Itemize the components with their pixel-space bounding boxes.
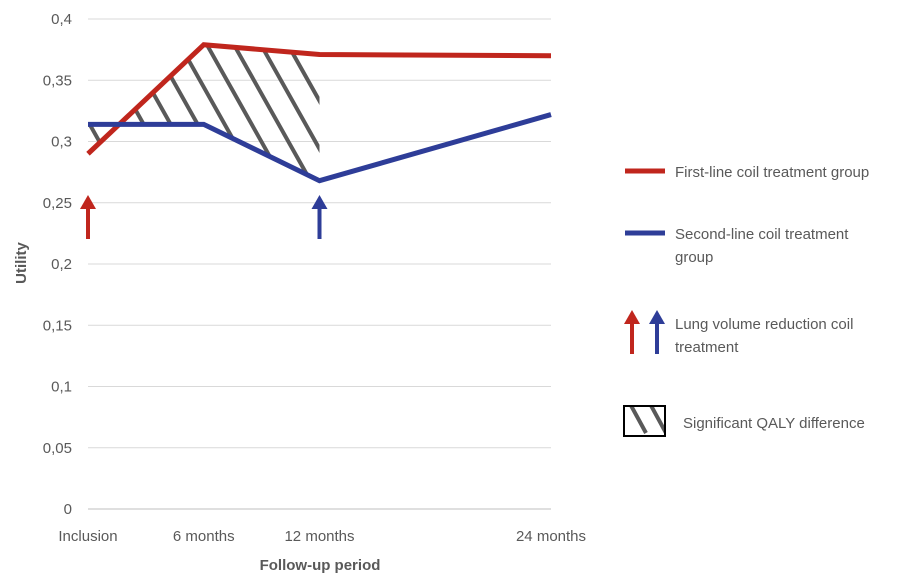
hatch-stripe — [299, 44, 320, 181]
legend-label-first-line: First-line coil treatment group — [675, 164, 869, 181]
hatch-stripe — [895, 20, 919, 180]
legend-label-second-line-part1: Second-line coil treatment — [675, 226, 849, 243]
y-tick-label: 0,1 — [51, 379, 72, 396]
x-tick-label: 12 months — [284, 528, 354, 545]
legend-arrow-icons — [624, 310, 665, 354]
hatch-stripe — [733, 20, 823, 180]
significant-difference-hatch — [0, 20, 919, 181]
hatch-stripe — [409, 20, 499, 180]
legend: First-line coil treatment group Second-l… — [623, 164, 869, 437]
hatch-stripe — [88, 44, 123, 181]
hatch-stripe — [706, 20, 796, 180]
series-line-first-line — [86, 42, 552, 156]
hatch-stripe — [245, 44, 320, 181]
x-axis-title: Follow-up period — [260, 557, 381, 574]
hatch-stripe — [88, 44, 177, 181]
y-tick-label: 0,3 — [51, 134, 72, 151]
y-tick-label: 0,35 — [43, 72, 72, 89]
y-tick-label: 0,15 — [43, 317, 72, 334]
y-tick-label: 0,05 — [43, 440, 72, 457]
hatch-stripe — [0, 20, 40, 180]
x-tick-label: 6 months — [173, 528, 235, 545]
hatch-stripe — [436, 20, 526, 180]
hatch-stripe — [598, 20, 688, 180]
legend-label-second-line: Second-line coil treatment group — [675, 226, 853, 266]
legend-label-significance: Significant QALY difference — [683, 415, 865, 432]
hatch-stripe — [814, 20, 904, 180]
y-axis-ticks: 0 0,05 0,1 0,15 0,2 0,25 0,3 0,35 0,4 — [43, 11, 72, 518]
legend-label-second-line-part2: group — [675, 249, 713, 266]
hatch-stripe — [463, 20, 553, 180]
hatch-stripe — [272, 44, 320, 181]
treatment-arrow — [80, 195, 96, 239]
hatch-stripe — [0, 20, 67, 180]
x-axis-ticks: Inclusion 6 months 12 months 24 months — [58, 528, 586, 545]
hatch-stripe — [382, 20, 472, 180]
hatch-stripe — [544, 20, 634, 180]
hatch-stripe — [787, 20, 877, 180]
y-tick-label: 0,2 — [51, 256, 72, 273]
y-axis-title: Utility — [13, 242, 30, 284]
legend-arrow-blue-icon — [649, 310, 665, 354]
gridlines — [88, 18, 551, 510]
treatment-arrow — [311, 195, 328, 239]
hatch-stripe — [490, 20, 580, 180]
hatch-stripe — [88, 44, 150, 181]
x-tick-label: 24 months — [516, 528, 586, 545]
legend-hatch-icon — [623, 405, 666, 437]
legend-label-treatment: Lung volume reduction coil treatment — [675, 316, 858, 356]
hatch-stripe — [625, 20, 715, 180]
hatch-stripe — [88, 44, 96, 181]
hatch-stripe — [652, 20, 742, 180]
hatch-stripe — [110, 44, 204, 181]
legend-label-treatment-part2: treatment — [675, 339, 739, 356]
hatch-stripe — [571, 20, 661, 180]
hatch-stripe — [517, 20, 607, 180]
hatch-stripe — [0, 20, 13, 180]
y-tick-label: 0 — [64, 501, 72, 518]
hatch-stripe — [679, 20, 769, 180]
legend-label-treatment-part1: Lung volume reduction coil — [675, 316, 853, 333]
series-lines — [86, 42, 552, 184]
treatment-arrows — [80, 195, 328, 239]
series-line-second-line — [88, 112, 552, 184]
x-tick-label: Inclusion — [58, 528, 117, 545]
legend-arrow-red-icon — [624, 310, 640, 354]
hatch-stripe — [760, 20, 850, 180]
y-tick-label: 0,25 — [43, 195, 72, 212]
hatch-stripe — [868, 20, 919, 180]
hatch-stripe — [841, 20, 919, 180]
y-tick-label: 0,4 — [51, 11, 72, 28]
